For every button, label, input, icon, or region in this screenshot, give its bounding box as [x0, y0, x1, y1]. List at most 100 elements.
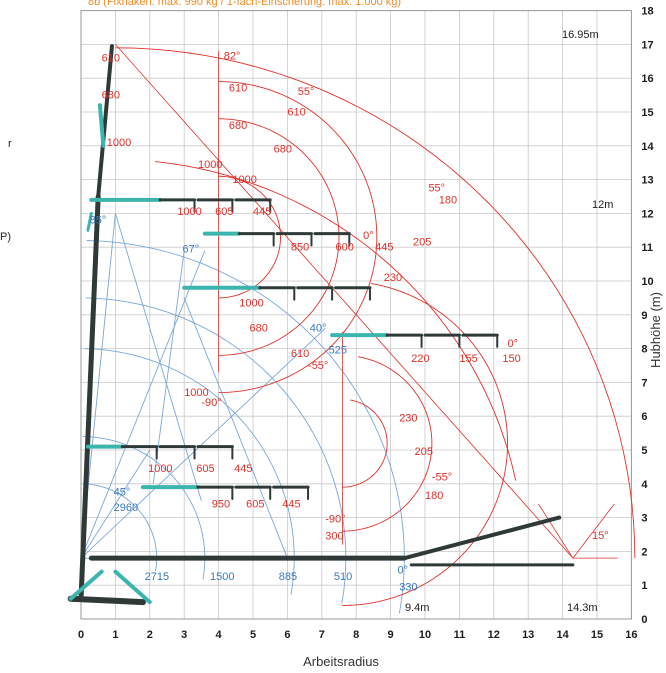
blue-load-label: 2960 — [114, 502, 138, 514]
red-load-label: -55° — [432, 471, 452, 483]
red-load-label: 205 — [413, 237, 431, 249]
red-load-label: 605 — [215, 206, 233, 218]
height-12m-label: 12m — [592, 199, 613, 211]
grid — [80, 10, 632, 620]
blue-load-label: 0° — [397, 564, 408, 576]
red-guide-line — [115, 44, 574, 559]
red-load-label: 610 — [229, 83, 247, 95]
max-height-label: 16.95m — [562, 29, 599, 41]
red-load-label: 600 — [336, 242, 354, 254]
y-axis-title: Hubhöhe (m) — [648, 292, 663, 368]
red-load-label: 1000 — [198, 159, 222, 171]
y-tick-label: 15 — [641, 107, 653, 119]
blue-arc — [86, 240, 405, 614]
red-load-label: 82° — [224, 51, 241, 63]
red-load-label: 220 — [411, 353, 429, 365]
red-load-label: 610 — [102, 52, 120, 64]
blue-arc — [85, 297, 347, 604]
red-load-label: 1000 — [239, 297, 263, 309]
radius-9-4-label: 9.4m — [405, 602, 429, 614]
y-tick-label: 11 — [641, 242, 653, 254]
blue-arc — [84, 348, 295, 595]
x-tick-label: 16 — [625, 629, 637, 641]
outrigger-left — [68, 569, 104, 601]
radius-14-3-label: 14.3m — [567, 602, 598, 614]
red-load-label: 1000 — [177, 206, 201, 218]
red-load-label: 950 — [212, 498, 230, 510]
red-arc-mid-2 — [342, 356, 433, 532]
blue-load-label: 330 — [399, 581, 417, 593]
load-labels: 610 680 1000 82° 610 55° 680 610 680 1000 1000 1000… — [90, 51, 521, 594]
blue-load-label: 510 — [334, 571, 352, 583]
red-load-label: 1000 — [148, 463, 172, 475]
red-guide-line — [538, 503, 574, 559]
red-load-label: 180 — [439, 194, 457, 206]
x-tick-label: 10 — [419, 629, 431, 641]
x-tick-label: 4 — [216, 629, 223, 641]
red-load-label: 155 — [459, 353, 477, 365]
red-load-label: 230 — [384, 272, 402, 284]
x-tick-label: 11 — [454, 629, 466, 641]
y-tick-label: 6 — [641, 411, 647, 423]
y-tick-label: 8 — [641, 344, 647, 356]
jib-angle-label: 15° — [592, 530, 609, 542]
y-tick-label: 12 — [641, 208, 653, 220]
red-load-label: 150 — [502, 353, 520, 365]
boom-cylinder — [97, 103, 106, 148]
red-load-label: 445 — [282, 498, 300, 510]
y-tick-label: 3 — [641, 513, 647, 525]
blue-load-label: 67° — [182, 243, 199, 255]
main-boom — [78, 194, 101, 602]
y-tick-label: 17 — [641, 39, 653, 51]
raised-jib — [402, 515, 562, 561]
red-load-label: 680 — [274, 144, 292, 156]
x-tick-label: 9 — [388, 629, 394, 641]
red-load-arcs — [115, 44, 636, 606]
red-load-label: 55° — [298, 86, 315, 98]
red-load-label: -90° — [325, 514, 345, 526]
jib-angle-line — [572, 503, 615, 559]
blue-load-label: 885 — [279, 571, 297, 583]
red-load-label: 180 — [425, 490, 443, 502]
x-tick-label: 1 — [112, 629, 118, 641]
x-tick-label: 12 — [488, 629, 500, 641]
blue-load-label: 40° — [310, 323, 327, 335]
red-load-label: 55° — [428, 182, 445, 194]
x-tick-label: 2 — [147, 629, 153, 641]
x-tick-label: 3 — [181, 629, 187, 641]
side-fragment-p: P) — [0, 231, 11, 243]
red-load-label: 610 — [291, 348, 309, 360]
red-arc-upper-1 — [218, 81, 378, 393]
x-tick-label: 8 — [353, 629, 359, 641]
red-arc-12 — [155, 161, 517, 481]
red-load-label: 445 — [234, 463, 252, 475]
y-tick-label: 10 — [641, 276, 653, 288]
crane-machine — [67, 44, 575, 606]
plot-frame — [80, 10, 632, 620]
x-tick-label: 6 — [284, 629, 290, 641]
red-load-label: 230 — [399, 412, 417, 424]
y-tick-label: 9 — [641, 310, 647, 322]
blue-guide-line — [80, 250, 206, 559]
outrigger-right — [113, 569, 152, 605]
x-tick-label: 0 — [78, 629, 84, 641]
red-load-label: 680 — [102, 89, 120, 101]
y-tick-label: 1 — [641, 580, 647, 592]
blue-guide-line — [114, 213, 202, 501]
red-load-label: 680 — [250, 323, 268, 335]
red-load-label: 445 — [253, 206, 271, 218]
red-load-label: 445 — [375, 242, 393, 254]
red-load-label: 1000 — [107, 137, 131, 149]
blue-guide-line — [80, 327, 326, 559]
red-load-label: 610 — [287, 106, 305, 118]
red-arc-upper-2 — [218, 118, 340, 356]
y-tick-label: 4 — [641, 479, 648, 491]
red-load-label: 300 — [325, 531, 343, 543]
top-note: 8b (Fixhaken: max. 990 kg / 1-fach-Einsc… — [88, 0, 401, 8]
red-load-label: -90° — [201, 397, 221, 409]
upper-boom — [96, 44, 114, 199]
red-load-label: 1000 — [232, 174, 256, 186]
y-tick-label: 2 — [641, 546, 647, 558]
blue-guide-line — [80, 449, 151, 559]
